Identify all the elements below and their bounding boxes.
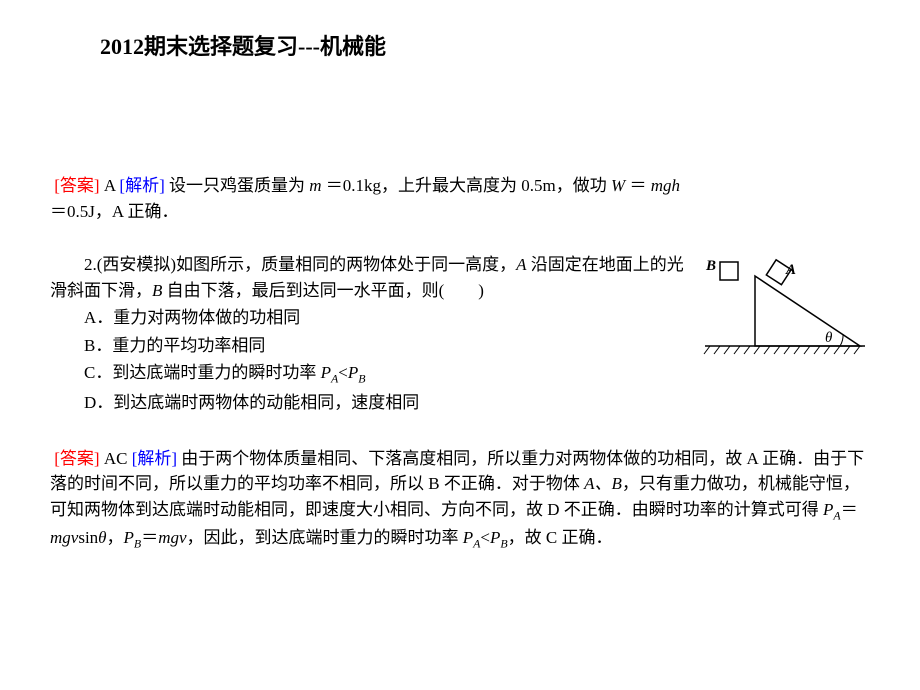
q2-A: A <box>516 255 526 274</box>
a2-PA-sub: A <box>833 508 840 522</box>
q2-B: B <box>152 281 162 300</box>
choice-c-PB: P <box>348 363 358 382</box>
q2-figure: θ B A <box>700 252 870 366</box>
choice-b: B．重力的平均功率相同 <box>84 333 688 359</box>
choice-c-PA: P <box>321 363 331 382</box>
label-A: A <box>785 262 796 278</box>
choice-d: D．到达底端时两物体的动能相同，速度相同 <box>84 390 688 416</box>
answer-label-2: [答案] <box>54 449 99 468</box>
a1-text-pre-v: 设一只鸡蛋质量为 <box>169 176 309 195</box>
a1-m: m <box>309 176 321 195</box>
a2-text4: ，故 C 正确． <box>508 528 613 547</box>
page-title: 2012期末选择题复习---机械能 <box>100 30 870 63</box>
a1-line2: ＝0.5J，A 正确． <box>50 202 178 221</box>
a2-sin: sin <box>78 528 98 547</box>
a2-sep1: ， <box>107 528 124 547</box>
question-2: 2.(西安模拟)如图所示，质量相同的两物体处于同一高度，A 沿固定在地面上的光滑… <box>50 252 870 418</box>
a2-AB: A、B <box>584 474 622 493</box>
q2-choices: A．重力对两物体做的功相同 B．重力的平均功率相同 C．到达底端时重力的瞬时功率… <box>84 305 688 416</box>
choice-c: C．到达底端时重力的瞬时功率 PA<PB <box>84 360 688 388</box>
choice-c-subB: B <box>358 371 365 385</box>
answer-label-1: [答案] <box>54 176 99 195</box>
a2-text3: ，因此，到达底端时重力的瞬时功率 <box>187 528 463 547</box>
label-B: B <box>705 258 716 274</box>
answer-block-2: [答案] AC [解析] 由于两个物体质量相同、下落高度相同，所以重力对两物体做… <box>50 446 870 554</box>
a1-W: W <box>611 176 625 195</box>
a2-PA: P <box>823 500 833 519</box>
incline-triangle <box>755 276 860 346</box>
q2-text: 2.(西安模拟)如图所示，质量相同的两物体处于同一高度，A 沿固定在地面上的光滑… <box>50 252 688 418</box>
a2-PB2: P <box>490 528 500 547</box>
a2-lt: < <box>480 528 490 547</box>
q2-cont2: 自由下落，最后到达同一水平面，则( ) <box>162 281 484 300</box>
incline-diagram: θ B A <box>700 256 870 366</box>
a2-eq1: ＝ <box>841 500 858 519</box>
a2-PA2: P <box>463 528 473 547</box>
angle-arc <box>840 334 843 346</box>
theta-label: θ <box>825 330 833 346</box>
a1-work-eq: ＝ <box>629 176 646 195</box>
ground-hatch <box>704 346 860 354</box>
a2-PB: P <box>124 528 134 547</box>
a2-PB2-sub: B <box>500 536 507 550</box>
analysis-label-2: [解析] <box>132 449 177 468</box>
choice-c-pre: C．到达底端时重力的瞬时功率 <box>84 363 321 382</box>
a1-mass-eq: ＝0.1kg，上升最大高度为 0.5m，做功 <box>326 176 611 195</box>
answer-block-1: [答案] A [解析] 设一只鸡蛋质量为 m ＝0.1kg，上升最大高度为 0.… <box>50 173 870 224</box>
a1-mgh: mgh <box>651 176 680 195</box>
answer-key-1-val: A <box>104 176 115 195</box>
q2-num: 2.(西安模拟)如图所示，质量相同的两物体处于同一高度， <box>84 255 516 274</box>
block-b <box>720 262 738 280</box>
choice-c-lt: < <box>338 363 348 382</box>
analysis-label-1: [解析] <box>119 176 164 195</box>
answer-key-2: AC <box>104 449 128 468</box>
a2-mgv1: mgv <box>50 528 78 547</box>
a2-mgv2: mgv <box>158 528 186 547</box>
a2-eq2: ＝ <box>141 528 158 547</box>
a2-theta: θ <box>98 528 106 547</box>
choice-a: A．重力对两物体做的功相同 <box>84 305 688 331</box>
